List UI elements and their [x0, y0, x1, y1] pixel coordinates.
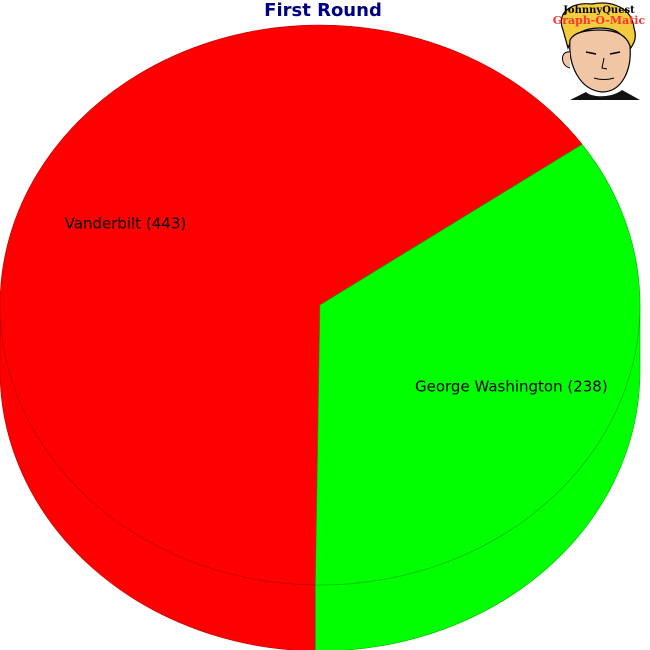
pie-slices	[0, 24, 641, 586]
graph-o-matic-logo: JohnnyQuest Graph-O-Matic	[553, 2, 646, 100]
pie-slice-labels: Vanderbilt (443) George Washington (238)	[65, 215, 608, 396]
chart-title: First Round	[264, 0, 382, 21]
logo-hair-icon	[560, 2, 636, 54]
logo-line1: JohnnyQuest	[562, 5, 635, 16]
logo-eyes-icon	[585, 51, 621, 55]
pie-slice-vanderbilt	[0, 24, 583, 586]
logo-mouth-icon	[593, 57, 615, 80]
logo-shirt-icon	[570, 90, 640, 100]
pie-slice-george-washington	[315, 144, 641, 586]
logo-line2: Graph-O-Matic	[553, 14, 646, 27]
logo-face-icon	[569, 29, 631, 93]
logo-ear-icon	[562, 51, 571, 69]
pie-label-george-washington: George Washington (238)	[415, 377, 608, 395]
pie-label-vanderbilt: Vanderbilt (443)	[65, 215, 187, 233]
